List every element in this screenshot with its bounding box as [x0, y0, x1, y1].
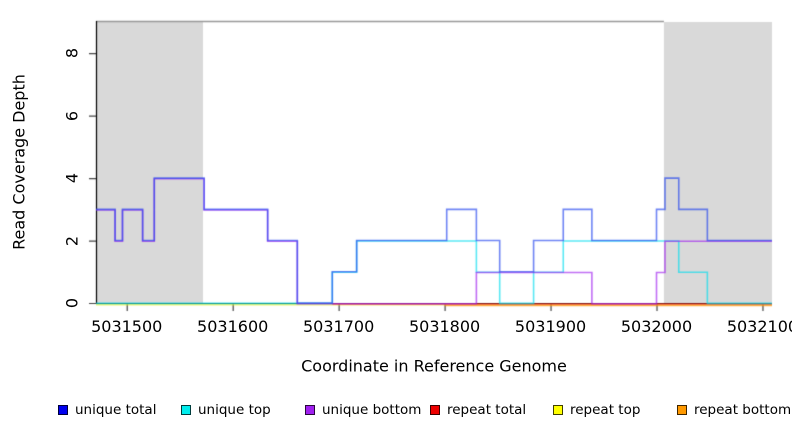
legend-swatch-icon — [181, 405, 191, 415]
legend-item-repeat-total: repeat total — [430, 402, 527, 418]
y-tick-label: 0 — [62, 297, 82, 309]
y-tick-label: 8 — [62, 48, 82, 59]
legend-swatch-icon — [58, 405, 68, 415]
legend-item-repeat-top: repeat top — [553, 402, 641, 418]
y-tick-label: 2 — [62, 235, 82, 246]
x-tick-label: 5031500 — [91, 317, 163, 336]
legend-swatch-icon — [305, 405, 315, 415]
legend-swatch-icon — [553, 405, 563, 415]
x-tick-label: 5031700 — [302, 317, 375, 336]
legend-swatch-icon — [430, 405, 440, 415]
x-tick-label: 5032000 — [620, 317, 693, 336]
x-tick-label: 5032100 — [726, 317, 792, 336]
legend-label: unique total — [75, 402, 157, 418]
legend-item-unique-bottom: unique bottom — [305, 402, 422, 418]
y-tick-label: 6 — [62, 110, 82, 121]
legend-label: unique top — [198, 402, 271, 418]
x-tick-label: 5031800 — [408, 317, 481, 336]
legend-item-unique-top: unique top — [181, 402, 271, 418]
legend-label: unique bottom — [322, 402, 422, 418]
legend-label: repeat total — [447, 402, 527, 418]
y-axis-title: Read Coverage Depth — [9, 74, 29, 250]
legend-label: repeat top — [570, 402, 641, 418]
legend-swatch-icon — [677, 405, 687, 415]
x-tick-label: 5031900 — [514, 317, 587, 336]
legend-item-repeat-bottom: repeat bottom — [677, 402, 792, 418]
legend-item-unique-total: unique total — [58, 402, 157, 418]
x-tick-label: 5031600 — [197, 317, 269, 336]
y-tick-label: 4 — [62, 173, 82, 184]
x-axis-title: Coordinate in Reference Genome — [301, 356, 567, 376]
legend-label: repeat bottom — [694, 402, 792, 418]
